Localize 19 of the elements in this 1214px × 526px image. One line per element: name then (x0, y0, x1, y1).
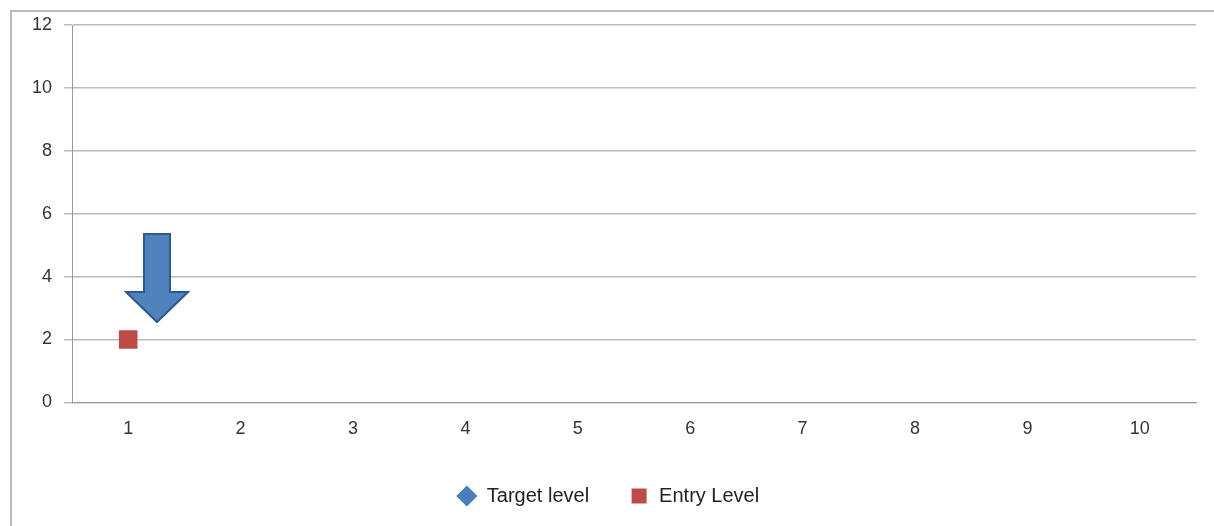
y-tick-label: 6 (42, 202, 53, 223)
y-tick-label: 8 (42, 139, 53, 160)
legend-label: Entry Level (659, 483, 760, 506)
x-tick-label: 4 (460, 418, 471, 439)
legend-label: Target level (486, 483, 590, 506)
x-tick-label: 9 (1022, 418, 1033, 439)
x-tick-label: 6 (685, 418, 696, 439)
x-tick-label: 8 (910, 418, 921, 439)
y-tick-label: 12 (31, 13, 53, 34)
x-tick-label: 3 (348, 418, 359, 439)
x-tick-label: 7 (797, 418, 808, 439)
y-tick-label: 0 (42, 391, 53, 412)
x-tick-label: 5 (572, 418, 583, 439)
x-tick-label: 1 (123, 418, 134, 439)
y-tick-label: 2 (42, 328, 53, 349)
y-tick-label: 10 (31, 76, 53, 97)
y-tick-label: 4 (42, 265, 53, 286)
x-tick-label: 2 (235, 418, 246, 439)
x-tick-label: 10 (1129, 418, 1150, 439)
